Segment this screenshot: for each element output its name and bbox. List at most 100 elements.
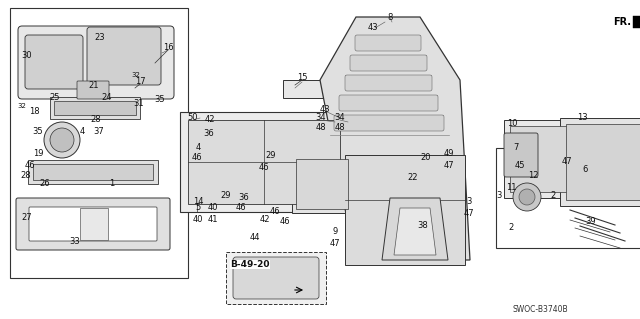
FancyBboxPatch shape: [25, 35, 83, 89]
Text: 32: 32: [17, 103, 26, 109]
Text: 16: 16: [163, 42, 173, 51]
Text: 14: 14: [193, 197, 204, 206]
Text: 4: 4: [195, 143, 200, 152]
Polygon shape: [394, 208, 436, 255]
Text: 7: 7: [513, 143, 518, 152]
Text: 47: 47: [562, 157, 572, 166]
Text: 46: 46: [259, 164, 269, 173]
Circle shape: [50, 128, 74, 152]
Bar: [496, 148, 640, 248]
Text: 5: 5: [195, 203, 200, 211]
Text: 29: 29: [266, 151, 276, 160]
Bar: [292, 155, 352, 213]
Text: 33: 33: [70, 238, 81, 247]
Bar: [296, 159, 348, 209]
Text: 35: 35: [33, 127, 44, 136]
Bar: [10, 8, 188, 278]
Text: 42: 42: [205, 115, 215, 124]
Text: 36: 36: [204, 129, 214, 137]
FancyBboxPatch shape: [355, 35, 421, 51]
Text: 28: 28: [20, 170, 31, 180]
Bar: [80, 208, 108, 240]
Text: 47: 47: [330, 240, 340, 249]
Bar: [226, 252, 326, 304]
Bar: [566, 124, 640, 200]
Text: 4: 4: [79, 128, 84, 137]
Text: 44: 44: [250, 234, 260, 242]
Text: 47: 47: [464, 209, 474, 218]
Text: 46: 46: [236, 204, 246, 212]
Text: 48: 48: [316, 123, 326, 132]
Text: 23: 23: [95, 33, 106, 42]
Text: 47: 47: [444, 160, 454, 169]
FancyBboxPatch shape: [339, 95, 438, 111]
Text: 43: 43: [368, 24, 378, 33]
Bar: [50, 97, 140, 119]
Text: 36: 36: [239, 194, 250, 203]
Text: 49: 49: [444, 149, 454, 158]
Text: 13: 13: [577, 114, 588, 122]
Polygon shape: [382, 198, 448, 260]
Text: 31: 31: [134, 100, 144, 108]
Bar: [28, 160, 158, 184]
FancyBboxPatch shape: [334, 115, 444, 131]
Text: 2: 2: [550, 191, 556, 201]
Text: 38: 38: [418, 221, 428, 231]
Bar: [504, 120, 640, 198]
Circle shape: [513, 183, 541, 211]
Text: 39: 39: [586, 218, 596, 226]
FancyBboxPatch shape: [233, 257, 319, 299]
Text: 46: 46: [280, 218, 291, 226]
FancyBboxPatch shape: [16, 198, 170, 250]
Bar: [54, 101, 136, 115]
Text: 29: 29: [221, 190, 231, 199]
Text: FR.: FR.: [613, 17, 631, 27]
Text: 28: 28: [91, 115, 101, 124]
Text: 35: 35: [155, 95, 165, 105]
Text: SWOC-B3740B: SWOC-B3740B: [512, 305, 568, 314]
Bar: [33, 164, 153, 180]
Text: 19: 19: [33, 149, 44, 158]
Text: 50: 50: [188, 114, 198, 122]
Circle shape: [519, 189, 535, 205]
Text: 46: 46: [269, 207, 280, 217]
Text: 41: 41: [208, 214, 218, 224]
FancyBboxPatch shape: [29, 207, 157, 241]
Text: 45: 45: [515, 160, 525, 169]
Text: 42: 42: [260, 216, 270, 225]
Text: 40: 40: [208, 203, 218, 211]
Text: 1: 1: [109, 179, 115, 188]
Text: 48: 48: [335, 123, 346, 132]
Bar: [510, 126, 640, 192]
FancyBboxPatch shape: [504, 133, 538, 177]
Text: 18: 18: [29, 108, 39, 116]
Text: 46: 46: [192, 153, 202, 162]
Bar: [283, 80, 338, 98]
Text: 12: 12: [528, 172, 538, 181]
Bar: [180, 112, 350, 212]
Text: 40: 40: [193, 214, 204, 224]
FancyBboxPatch shape: [345, 75, 432, 91]
Bar: [560, 118, 640, 206]
Text: 6: 6: [582, 166, 588, 174]
Text: 11: 11: [506, 183, 516, 192]
Text: 8: 8: [387, 12, 393, 21]
Text: 37: 37: [93, 128, 104, 137]
Text: 17: 17: [134, 78, 145, 86]
FancyBboxPatch shape: [87, 27, 161, 85]
Text: 3: 3: [467, 197, 472, 205]
Polygon shape: [633, 10, 640, 34]
Text: 10: 10: [507, 118, 517, 128]
Text: 3: 3: [496, 190, 502, 199]
Text: 24: 24: [102, 93, 112, 101]
Text: 26: 26: [40, 179, 51, 188]
Text: B-49-20: B-49-20: [230, 260, 269, 269]
Text: 34: 34: [335, 114, 346, 122]
Text: 43: 43: [320, 106, 330, 115]
Text: 25: 25: [50, 93, 60, 101]
Text: 20: 20: [420, 153, 431, 162]
FancyBboxPatch shape: [77, 81, 109, 99]
Text: 30: 30: [22, 50, 32, 60]
Text: 15: 15: [297, 72, 307, 81]
Text: 32: 32: [132, 72, 140, 78]
